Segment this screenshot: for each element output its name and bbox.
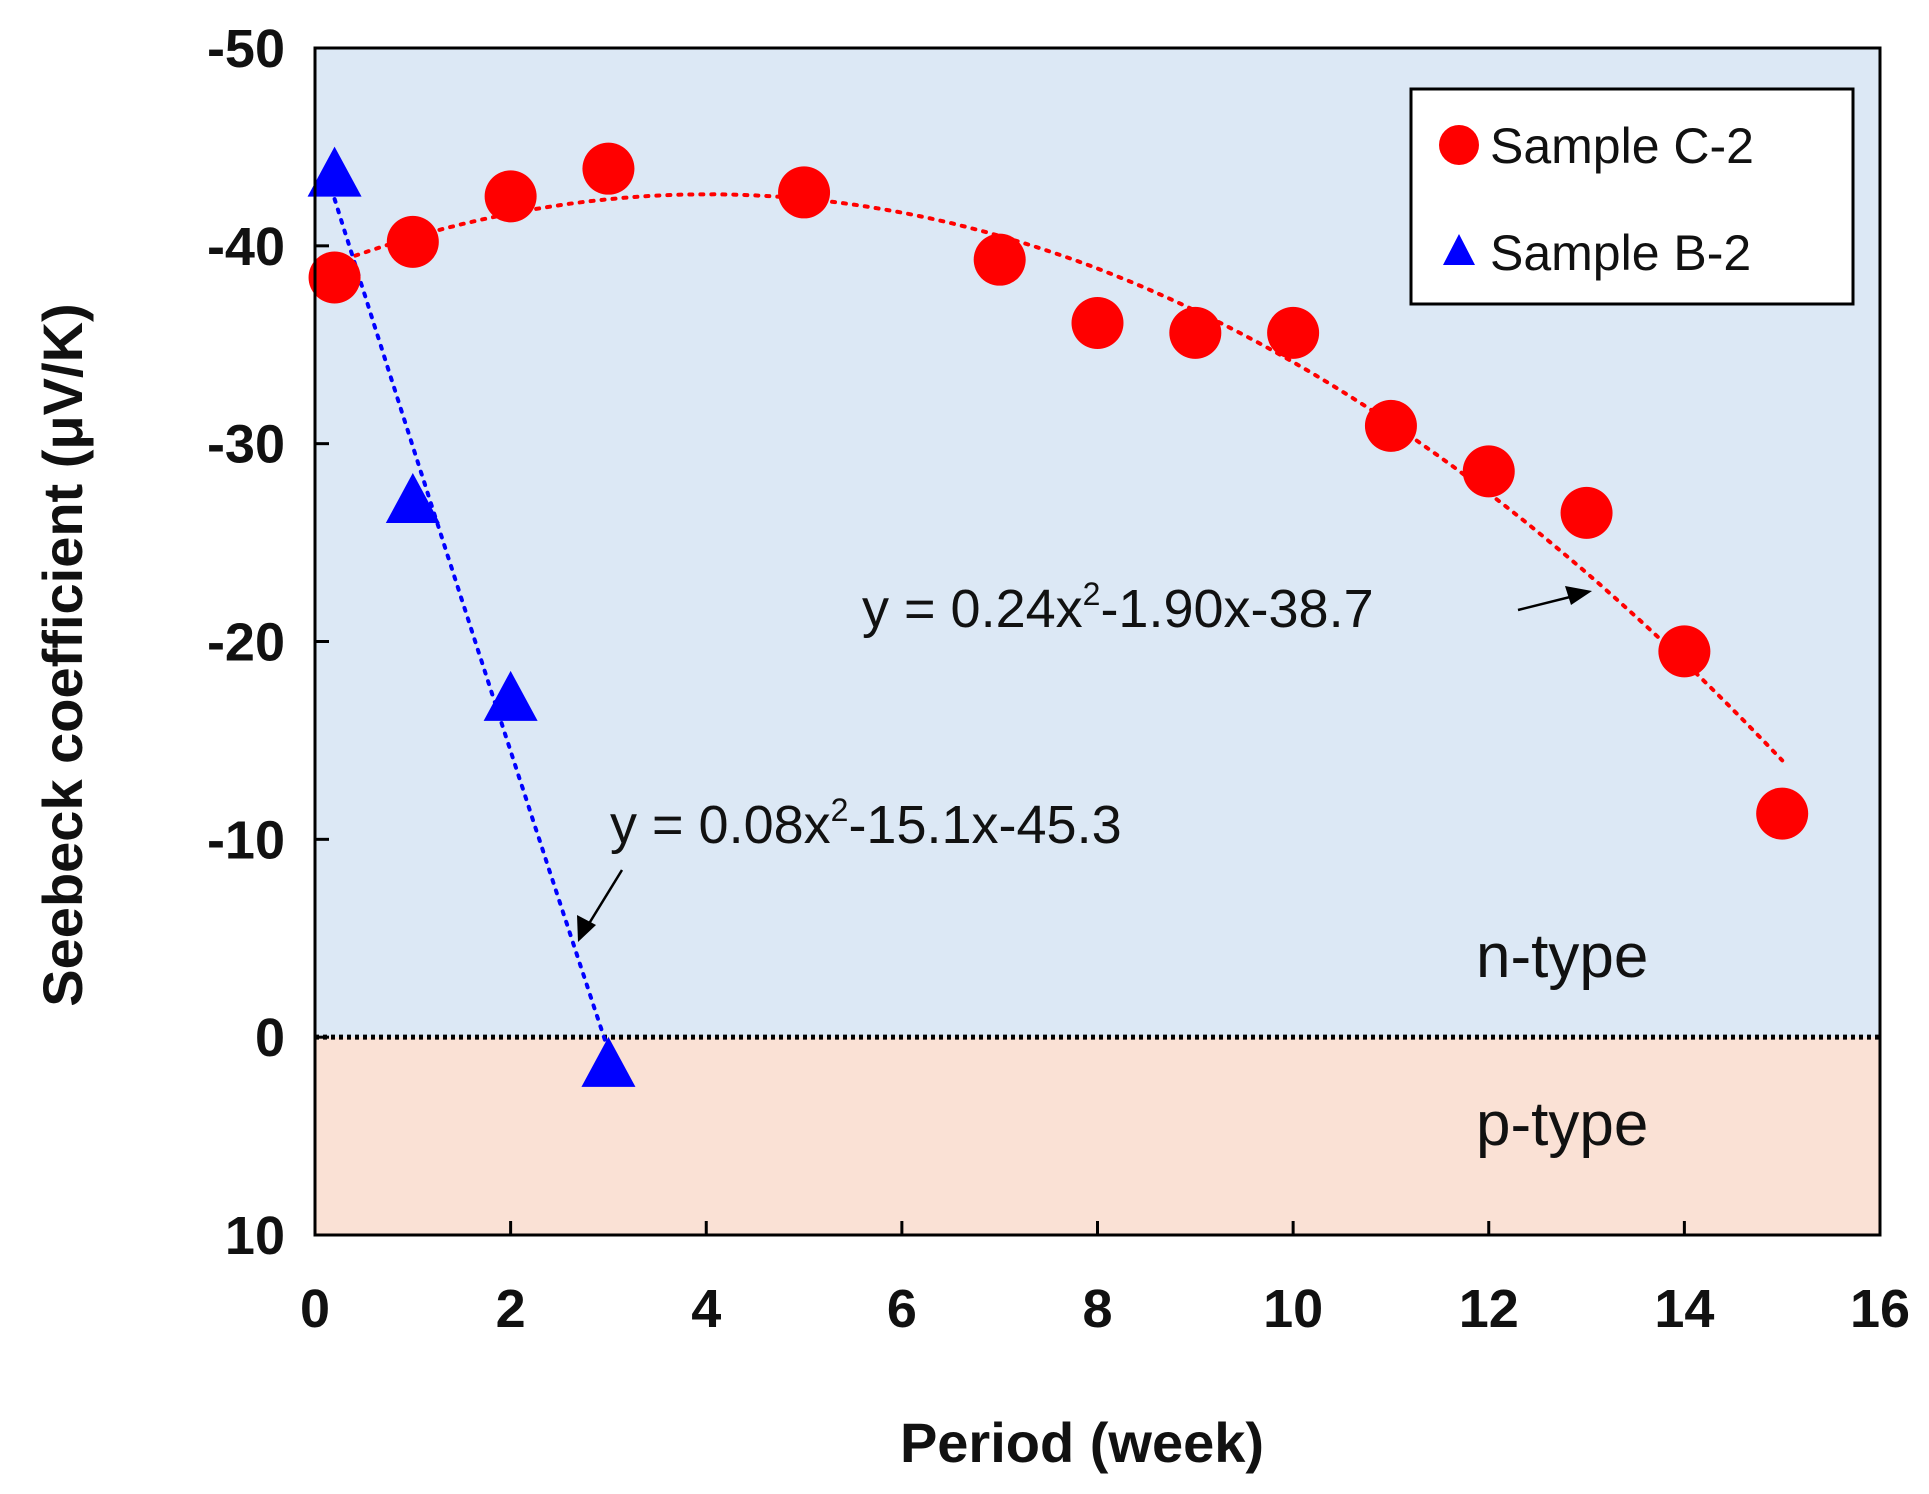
legend-label-sample-c-2: Sample C-2 — [1490, 118, 1754, 174]
point-sample-c-2-7 — [1169, 306, 1222, 359]
legend-marker-sample-c-2 — [1439, 125, 1479, 165]
x-tick-label: 10 — [1263, 1279, 1323, 1339]
point-sample-c-2-0 — [308, 251, 361, 304]
legend-label-sample-b-2: Sample B-2 — [1490, 225, 1751, 281]
point-sample-c-2-9 — [1364, 399, 1417, 452]
point-sample-c-2-6 — [1071, 296, 1124, 349]
fit-eq-c2-base: y = 0.24x — [862, 579, 1083, 639]
point-sample-c-2-5 — [973, 233, 1026, 286]
y-tick-label: 10 — [225, 1206, 285, 1266]
x-tick-label: 4 — [691, 1279, 721, 1339]
legend-box — [1409, 87, 1855, 306]
fit-equation-c2-arrowhead — [1565, 586, 1592, 605]
y-tick-label: -10 — [207, 810, 285, 870]
x-tick-label: 16 — [1850, 1279, 1910, 1339]
data-markers — [307, 142, 1809, 1087]
point-sample-c-2-11 — [1560, 486, 1613, 539]
y-tick-label: 0 — [255, 1008, 285, 1068]
fit-curve-sample-c-2 — [332, 192, 1785, 763]
x-tick-label: 6 — [887, 1279, 917, 1339]
fit-eq-b2-base: y = 0.08x — [610, 795, 831, 855]
y-tick-label: -20 — [207, 613, 285, 673]
fit-eq-c2-rest: -1.90x-38.7 — [1100, 579, 1373, 639]
y-tick-label: -30 — [207, 415, 285, 475]
legend-marker-sample-b-2 — [1443, 234, 1475, 265]
x-tick-label: 0 — [300, 1279, 330, 1339]
fit-equation-sample-b-2: y = 0.08x2-15.1x-45.3 — [610, 792, 1122, 855]
fit-eq-c2-sup: 2 — [1083, 576, 1101, 612]
fit-eq-b2-sup: 2 — [831, 792, 849, 828]
n-type-label: n-type — [1476, 922, 1648, 991]
x-tick-label: 8 — [1082, 1279, 1112, 1339]
x-axis-title: Period (week) — [900, 1411, 1264, 1474]
y-axis-title: Seebeck coefficient (μV/K) — [31, 303, 94, 1006]
point-sample-c-2-4 — [778, 166, 831, 219]
fit-curve-sample-b-2 — [332, 197, 611, 1053]
point-sample-b-2-0 — [307, 146, 362, 197]
y-tick-label: -40 — [207, 217, 285, 277]
p-type-label: p-type — [1476, 1090, 1648, 1159]
point-sample-b-2-3 — [581, 1036, 636, 1087]
point-sample-b-2-2 — [483, 670, 538, 721]
y-tick-label: -50 — [207, 19, 285, 79]
x-tick-label: 14 — [1654, 1279, 1714, 1339]
y-axis-ticks: -50 -40 -30 -20 -10 0 10 — [207, 19, 329, 1266]
x-tick-label: 12 — [1459, 1279, 1519, 1339]
point-sample-c-2-8 — [1267, 306, 1320, 359]
point-sample-c-2-3 — [582, 142, 635, 195]
point-sample-c-2-1 — [386, 215, 439, 268]
x-tick-label: 2 — [496, 1279, 526, 1339]
point-sample-c-2-10 — [1462, 445, 1515, 498]
p-type-region — [315, 1037, 1880, 1235]
point-sample-c-2-12 — [1658, 625, 1711, 678]
x-axis-ticks: 0 2 4 6 8 10 12 14 16 — [300, 1221, 1910, 1339]
fit-equation-b2-arrowhead — [577, 915, 596, 942]
point-sample-c-2-2 — [484, 170, 537, 223]
legend: Sample C-2 Sample B-2 — [1409, 87, 1855, 306]
point-sample-b-2-1 — [385, 473, 440, 524]
fit-eq-b2-rest: -15.1x-45.3 — [848, 795, 1121, 855]
point-sample-c-2-13 — [1756, 787, 1809, 840]
fit-equation-sample-c-2: y = 0.24x2-1.90x-38.7 — [862, 576, 1374, 639]
